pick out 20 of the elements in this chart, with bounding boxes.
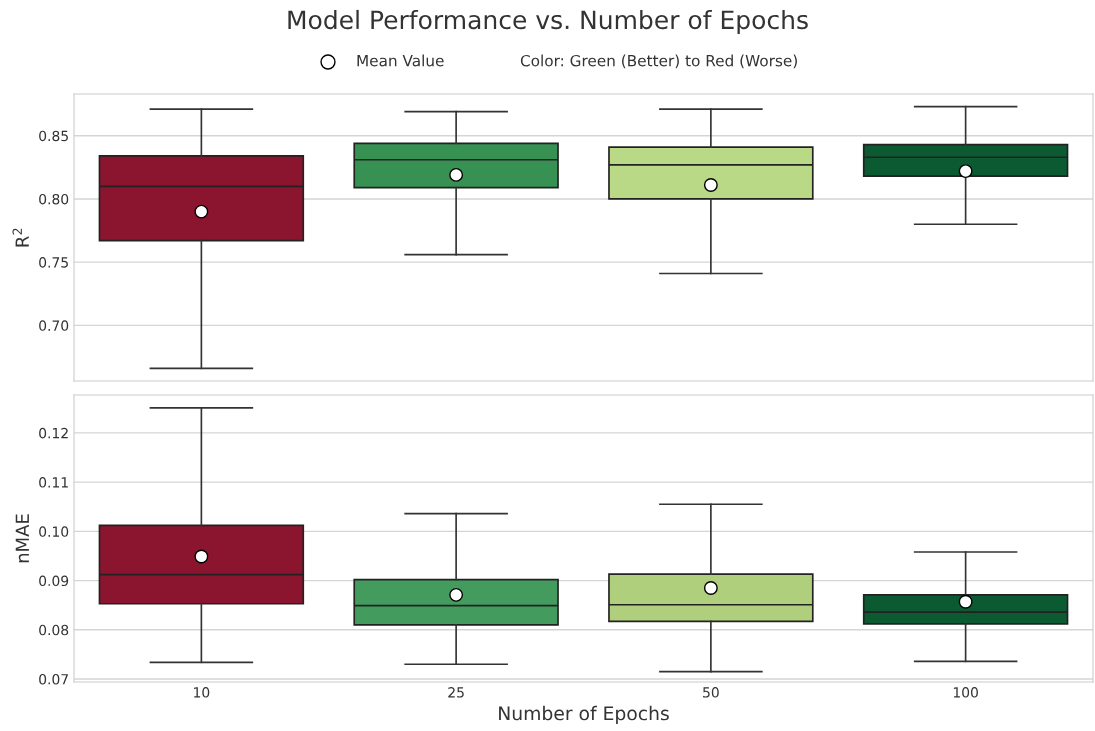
- y-tick-label: 0.70: [39, 320, 69, 331]
- x-tick-label: 50: [703, 687, 719, 698]
- y-axis-title: R$^{2}$: [12, 228, 29, 247]
- x-tick-label: 100: [953, 687, 978, 698]
- y-axis-title: nMAE: [15, 514, 29, 563]
- y-tick-label: 0.07: [39, 674, 68, 685]
- x-tick-label: 25: [448, 687, 464, 698]
- y-tick-label: 0.75: [39, 257, 68, 268]
- y-tick-label: 0.10: [39, 526, 69, 537]
- chart-title: Model Performance vs. Number of Epochs: [288, 9, 808, 35]
- x-axis-title: Number of Epochs: [499, 705, 669, 724]
- x-tick-label: 10: [194, 687, 210, 698]
- y-tick-label: 0.08: [39, 624, 69, 636]
- y-tick-label: 0.12: [39, 427, 68, 439]
- y-tick-label: 0.11: [39, 477, 68, 488]
- y-tick-label: 0.85: [39, 130, 68, 142]
- text: Color: Green (Better) to Red (Worse): [520, 54, 797, 69]
- y-tick-label: 0.09: [39, 575, 69, 587]
- text: Mean Value: [357, 54, 444, 67]
- y-tick-label: 0.80: [39, 193, 69, 205]
